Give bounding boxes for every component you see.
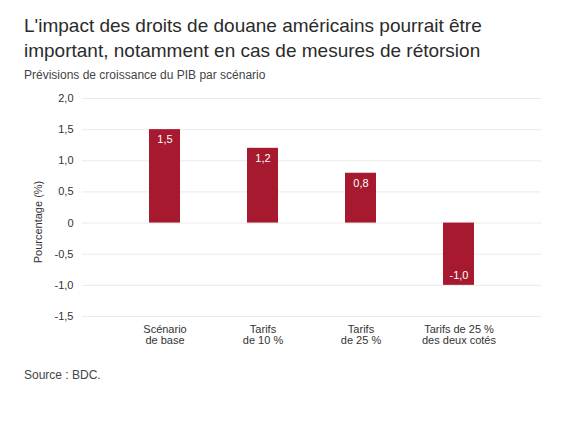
- svg-text:0,8: 0,8: [353, 177, 368, 189]
- svg-text:-1,0: -1,0: [450, 269, 469, 281]
- svg-text:0,5: 0,5: [58, 186, 73, 198]
- html-text:L'impact des droits de douane: L'impact des droits de douane américains…: [24, 15, 482, 61]
- svg-text:-1,0: -1,0: [55, 279, 74, 291]
- html-text:Pourcentage (%): Pourcentage (%): [32, 181, 44, 264]
- html-text:Source : BDC.: Source : BDC.: [24, 368, 101, 383]
- svg-text:Tarifs de 25 %des deux cotés: Tarifs de 25 %des deux cotés: [422, 324, 496, 347]
- svg-text:2,0: 2,0: [58, 92, 73, 104]
- svg-text:Tarifsde 25 %: Tarifsde 25 %: [341, 324, 382, 347]
- svg-text:Tarifsde 10 %: Tarifsde 10 %: [243, 324, 284, 347]
- svg-text:1,0: 1,0: [58, 155, 73, 167]
- svg-text:1,2: 1,2: [255, 152, 270, 164]
- svg-text:0: 0: [67, 217, 73, 229]
- svg-text:-1,5: -1,5: [55, 310, 74, 322]
- svg-text:1,5: 1,5: [157, 134, 172, 146]
- html-text:Prévisions de croissance du PI: Prévisions de croissance du PIB par scén…: [24, 68, 266, 83]
- svg-text:Scénariode base: Scénariode base: [143, 324, 186, 347]
- svg-text:1,5: 1,5: [58, 124, 73, 136]
- svg-text:-0,5: -0,5: [55, 248, 74, 260]
